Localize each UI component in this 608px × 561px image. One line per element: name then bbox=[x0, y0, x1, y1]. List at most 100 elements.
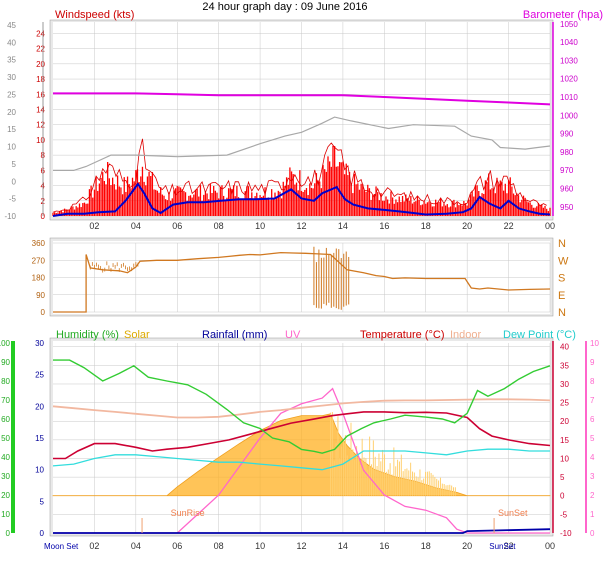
barometer-tick: 1000 bbox=[560, 111, 578, 120]
x-tick-label: 20 bbox=[462, 221, 472, 231]
barometer-tick: 1040 bbox=[560, 38, 578, 47]
rainfall-tick: 5 bbox=[40, 497, 45, 506]
dewpoint-line bbox=[52, 448, 550, 471]
degree-tick: 180 bbox=[32, 274, 46, 283]
barometer-line bbox=[53, 92, 551, 106]
x-tick-label: 06 bbox=[172, 221, 182, 231]
wind-baro-panel: Windspeed (kts) Barometer (hpa) 45 40 35 30… bbox=[4, 9, 603, 231]
rainfall-tick: 10 bbox=[35, 466, 44, 475]
indoor-line bbox=[52, 398, 551, 419]
temperature-tick: -10 bbox=[560, 529, 572, 538]
x-tick-label: 22 bbox=[504, 221, 514, 231]
x-tick-label: 02 bbox=[89, 541, 99, 551]
compass-tick: W bbox=[558, 255, 569, 267]
winddir-series bbox=[53, 246, 551, 313]
temperature-line bbox=[53, 411, 551, 460]
wind-series bbox=[52, 92, 551, 217]
outer-tick: 40 bbox=[7, 38, 16, 47]
outer-tick: 30 bbox=[7, 73, 16, 82]
graph-title: 24 hour graph day : 09 June 2016 bbox=[202, 1, 367, 13]
temperature-tick: 25 bbox=[560, 399, 569, 408]
windspeed-tick: 16 bbox=[36, 90, 45, 99]
x-tick-label: 02 bbox=[89, 221, 99, 231]
outer-tick: -10 bbox=[4, 212, 16, 221]
humidity-tick: 60 bbox=[1, 415, 10, 424]
uv-line bbox=[53, 387, 550, 534]
humidity-tick: 10 bbox=[1, 510, 10, 519]
windspeed-tick: 0 bbox=[41, 212, 46, 221]
x-tick-label: 04 bbox=[131, 541, 141, 551]
uv-tick: 5 bbox=[590, 434, 595, 443]
humidity-tick: 50 bbox=[1, 434, 10, 443]
uv-tick: 0 bbox=[590, 529, 595, 538]
wind-outer-left-axis: 45 40 35 30 25 20 15 10 5 0 -5 -10 bbox=[4, 21, 16, 221]
barometer-tick: 1020 bbox=[560, 75, 578, 84]
legend-solar: Solar bbox=[124, 329, 150, 341]
multi-legend: Humidity (%) Solar Rainfall (mm) UV Temp… bbox=[56, 329, 576, 341]
outer-tick: 20 bbox=[7, 108, 16, 117]
outer-tick: -5 bbox=[9, 195, 17, 204]
barometer-tick: 980 bbox=[560, 148, 574, 157]
windspeed-tick: 24 bbox=[36, 29, 45, 38]
outer-tick: 25 bbox=[7, 90, 16, 99]
barometer-axis-label: Barometer (hpa) bbox=[523, 9, 603, 21]
legend-uv: UV bbox=[285, 329, 301, 341]
windspeed-axis-label: Windspeed (kts) bbox=[55, 9, 134, 21]
uv-tick: 6 bbox=[590, 415, 595, 424]
x-tick-label: 14 bbox=[338, 221, 348, 231]
humidity-tick: 30 bbox=[1, 472, 10, 481]
sun-annotation: SunSet bbox=[498, 508, 528, 518]
compass-tick: N bbox=[558, 307, 566, 319]
temperature-tick: -5 bbox=[560, 510, 568, 519]
temperature-tick: 5 bbox=[560, 473, 565, 482]
uv-tick: 8 bbox=[590, 377, 595, 386]
barometer-tick: 960 bbox=[560, 185, 574, 194]
outer-tick: 5 bbox=[12, 160, 17, 169]
uv-tick: 10 bbox=[590, 339, 599, 348]
x-tick-label: 00 bbox=[545, 221, 555, 231]
compass-tick: N bbox=[558, 238, 566, 250]
moonset-label: Moon Set bbox=[44, 542, 79, 551]
uv-tick: 1 bbox=[590, 510, 595, 519]
x-tick-label: 10 bbox=[255, 221, 265, 231]
x-tick-label: 04 bbox=[131, 221, 141, 231]
winddir-line bbox=[53, 251, 551, 313]
barometer-tick: 1030 bbox=[560, 56, 578, 65]
sunset-axis-label: SunSet bbox=[489, 542, 516, 551]
rainfall-tick: 25 bbox=[35, 371, 44, 380]
temperature-tick: 10 bbox=[560, 454, 569, 463]
solar-area bbox=[52, 413, 551, 497]
rainfall-tick: 15 bbox=[35, 434, 44, 443]
legend-rainfall: Rainfall (mm) bbox=[202, 329, 267, 341]
compass-tick: S bbox=[558, 273, 565, 285]
sun-moon-annotations: SunRise SunSet bbox=[141, 508, 528, 533]
temperature-tick: 15 bbox=[560, 436, 569, 445]
windspeed-tick: 18 bbox=[36, 75, 45, 84]
uv-tick: 4 bbox=[590, 453, 595, 462]
rainfall-tick: 0 bbox=[40, 529, 45, 538]
multi-sensor-panel: Humidity (%) Solar Rainfall (mm) UV Temp… bbox=[0, 329, 599, 551]
windspeed-tick: 12 bbox=[36, 121, 45, 130]
barometer-tick: 1010 bbox=[560, 93, 578, 102]
temperature-tick: 30 bbox=[560, 380, 569, 389]
windspeed-tick: 10 bbox=[36, 136, 45, 145]
humidity-tick: 100 bbox=[0, 339, 11, 348]
x-tick-label: 20 bbox=[462, 541, 472, 551]
windspeed-tick: 14 bbox=[36, 105, 45, 114]
rainfall-tick: 30 bbox=[35, 339, 44, 348]
outer-tick: 10 bbox=[7, 143, 16, 152]
rainfall-tick: 20 bbox=[35, 402, 44, 411]
humidity-axis: 1009080706050403020100 bbox=[0, 339, 11, 538]
x-tick-label: 00 bbox=[545, 541, 555, 551]
legend-humidity: Humidity (%) bbox=[56, 329, 119, 341]
x-tick-label: 06 bbox=[172, 541, 182, 551]
x-tick-label: 18 bbox=[421, 221, 431, 231]
x-tick-label: 14 bbox=[338, 541, 348, 551]
barometer-tick: 970 bbox=[560, 166, 574, 175]
degree-tick: 90 bbox=[36, 291, 45, 300]
degree-tick: 0 bbox=[41, 308, 46, 317]
wind-gust-line bbox=[52, 138, 547, 213]
barometer-tick: 1050 bbox=[560, 20, 578, 29]
